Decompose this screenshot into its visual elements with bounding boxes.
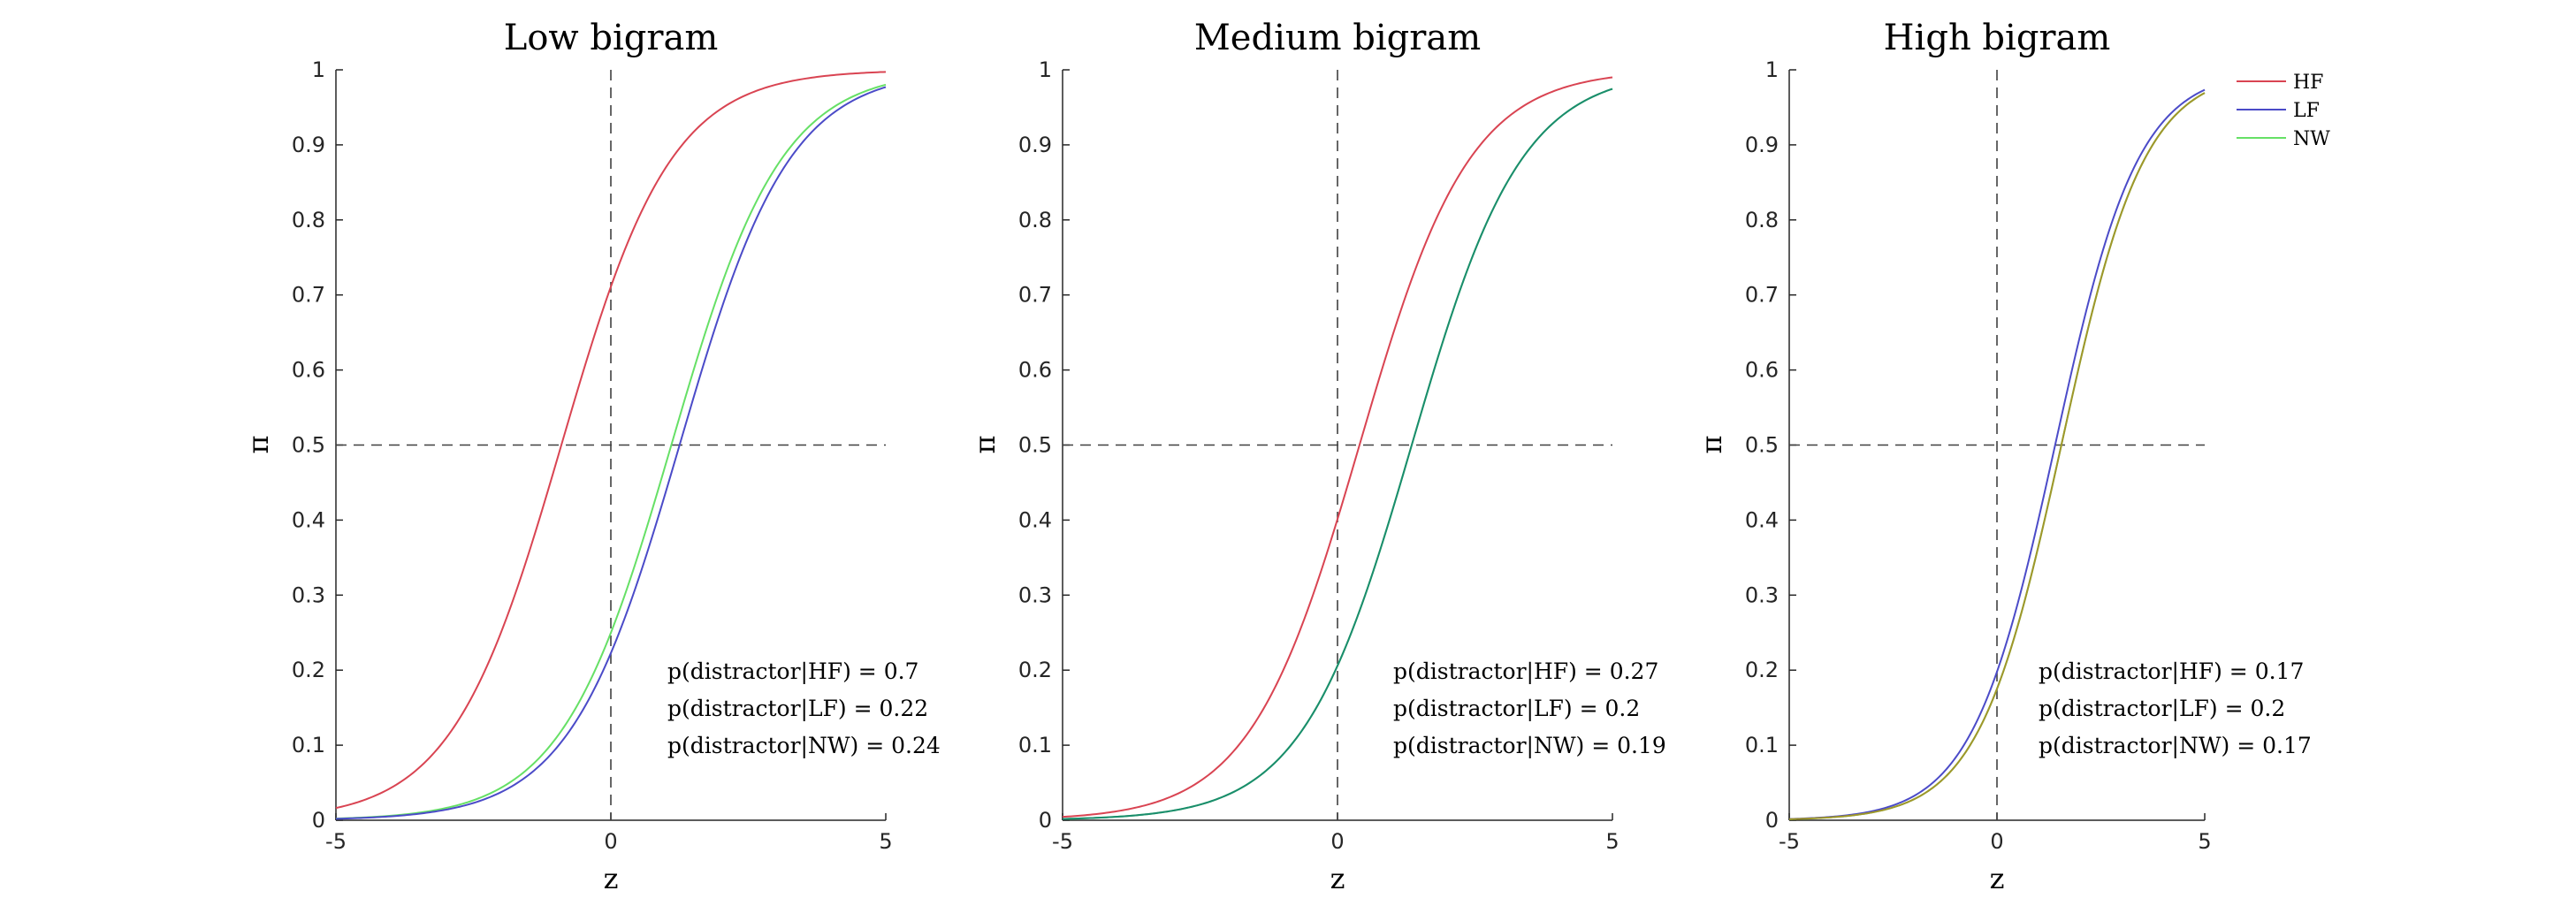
y-tick-label: 0.3 (292, 582, 325, 607)
x-tick-label: -5 (1779, 829, 1800, 854)
annotation-text: p(distractor|NW) = 0.24 (667, 733, 941, 759)
y-tick-label: 0.6 (1018, 358, 1052, 383)
legend-label-hf: HF (2293, 72, 2323, 94)
y-tick-label: 0.3 (1745, 582, 1779, 607)
panel-low-bigram: Low bigram z π 0 0.1 0.2 0.3 0.4 0.5 0.6 0.7 0.8… (241, 18, 941, 895)
x-tick-label: 0 (604, 829, 617, 854)
y-tick-label: 0.5 (1018, 433, 1052, 458)
y-tick-label: 0.5 (1745, 433, 1779, 458)
y-tick-label: 1 (312, 57, 325, 82)
y-tick-label: 0.1 (1745, 733, 1779, 757)
series-line-hf (335, 71, 887, 810)
x-tick-label: -5 (1052, 829, 1073, 854)
y-tick-label: 0.9 (292, 133, 325, 157)
x-axis-label: z (1990, 862, 2005, 895)
y-tick-label: 0.7 (1018, 283, 1052, 308)
x-axis-label: z (604, 862, 619, 895)
y-tick-label: 0.9 (1018, 133, 1052, 157)
legend: HF LF NW (2237, 72, 2330, 150)
panel-medium-bigram: Medium bigram z π 0 0.1 0.2 0.3 0.4 0.5 0.6 0.7… (968, 18, 1666, 895)
annotation-text: p(distractor|LF) = 0.22 (667, 696, 928, 722)
series-line-lf (1062, 88, 1613, 820)
legend-label-nw: NW (2293, 128, 2330, 150)
y-tick-label: 0.2 (292, 658, 325, 682)
panel-title: Medium bigram (1194, 18, 1481, 58)
annotation-text: p(distractor|HF) = 0.17 (2039, 658, 2304, 685)
y-tick-label: 0.3 (1018, 582, 1052, 607)
series-line-hf (1062, 76, 1613, 818)
x-tick-label: 0 (1330, 829, 1344, 854)
y-tick-label: 0.1 (292, 733, 325, 757)
annotation-text: p(distractor|NW) = 0.19 (1393, 733, 1666, 759)
y-tick-label: 1 (1765, 57, 1779, 82)
y-axis-label: π (1695, 435, 1728, 453)
y-tick-label: 0.4 (1018, 507, 1052, 532)
x-axis-label: z (1330, 862, 1345, 895)
panel-title: High bigram (1884, 18, 2111, 58)
y-axis-label: π (968, 435, 1002, 453)
y-axis-label: π (241, 435, 275, 453)
y-tick-label: 0 (312, 808, 325, 833)
series-line-hf (1788, 92, 2206, 820)
y-tick-label: 0.4 (1745, 507, 1779, 532)
series-line-lf (1788, 88, 2206, 820)
x-tick-label: 5 (879, 829, 892, 854)
y-tick-label: 0.5 (292, 433, 325, 458)
x-tick-label: -5 (325, 829, 347, 854)
series-line-nw (335, 83, 887, 820)
y-tick-label: 0.7 (292, 283, 325, 308)
y-tick-label: 0.7 (1745, 283, 1779, 308)
y-tick-label: 0.8 (292, 208, 325, 232)
y-tick-label: 0.6 (1745, 358, 1779, 383)
y-tick-label: 0.4 (292, 507, 325, 532)
annotation-text: p(distractor|LF) = 0.2 (1393, 696, 1640, 722)
y-tick-label: 0.8 (1745, 208, 1779, 232)
y-tick-label: 0.9 (1745, 133, 1779, 157)
panel-high-bigram: High bigram z π 0 0.1 0.2 0.3 0.4 0.5 0.6 0.7 0.… (1695, 18, 2312, 895)
panel-title: Low bigram (504, 18, 719, 58)
y-tick-label: 0 (1039, 808, 1052, 833)
y-tick-label: 0.2 (1018, 658, 1052, 682)
y-tick-label: 0.6 (292, 358, 325, 383)
y-tick-label: 0 (1765, 808, 1779, 833)
x-tick-label: 5 (2198, 829, 2211, 854)
y-tick-label: 0.8 (1018, 208, 1052, 232)
y-tick-label: 0.1 (1018, 733, 1052, 757)
annotation-text: p(distractor|NW) = 0.17 (2039, 733, 2312, 759)
x-tick-label: 5 (1605, 829, 1619, 854)
annotation-text: p(distractor|HF) = 0.27 (1393, 658, 1658, 685)
y-tick-label: 0.2 (1745, 658, 1779, 682)
annotation-text: p(distractor|HF) = 0.7 (667, 658, 918, 685)
x-tick-label: 0 (1990, 829, 2003, 854)
series-line-lf (335, 86, 887, 820)
annotation-text: p(distractor|LF) = 0.2 (2039, 696, 2285, 722)
legend-label-lf: LF (2293, 100, 2320, 122)
y-tick-label: 1 (1039, 57, 1052, 82)
